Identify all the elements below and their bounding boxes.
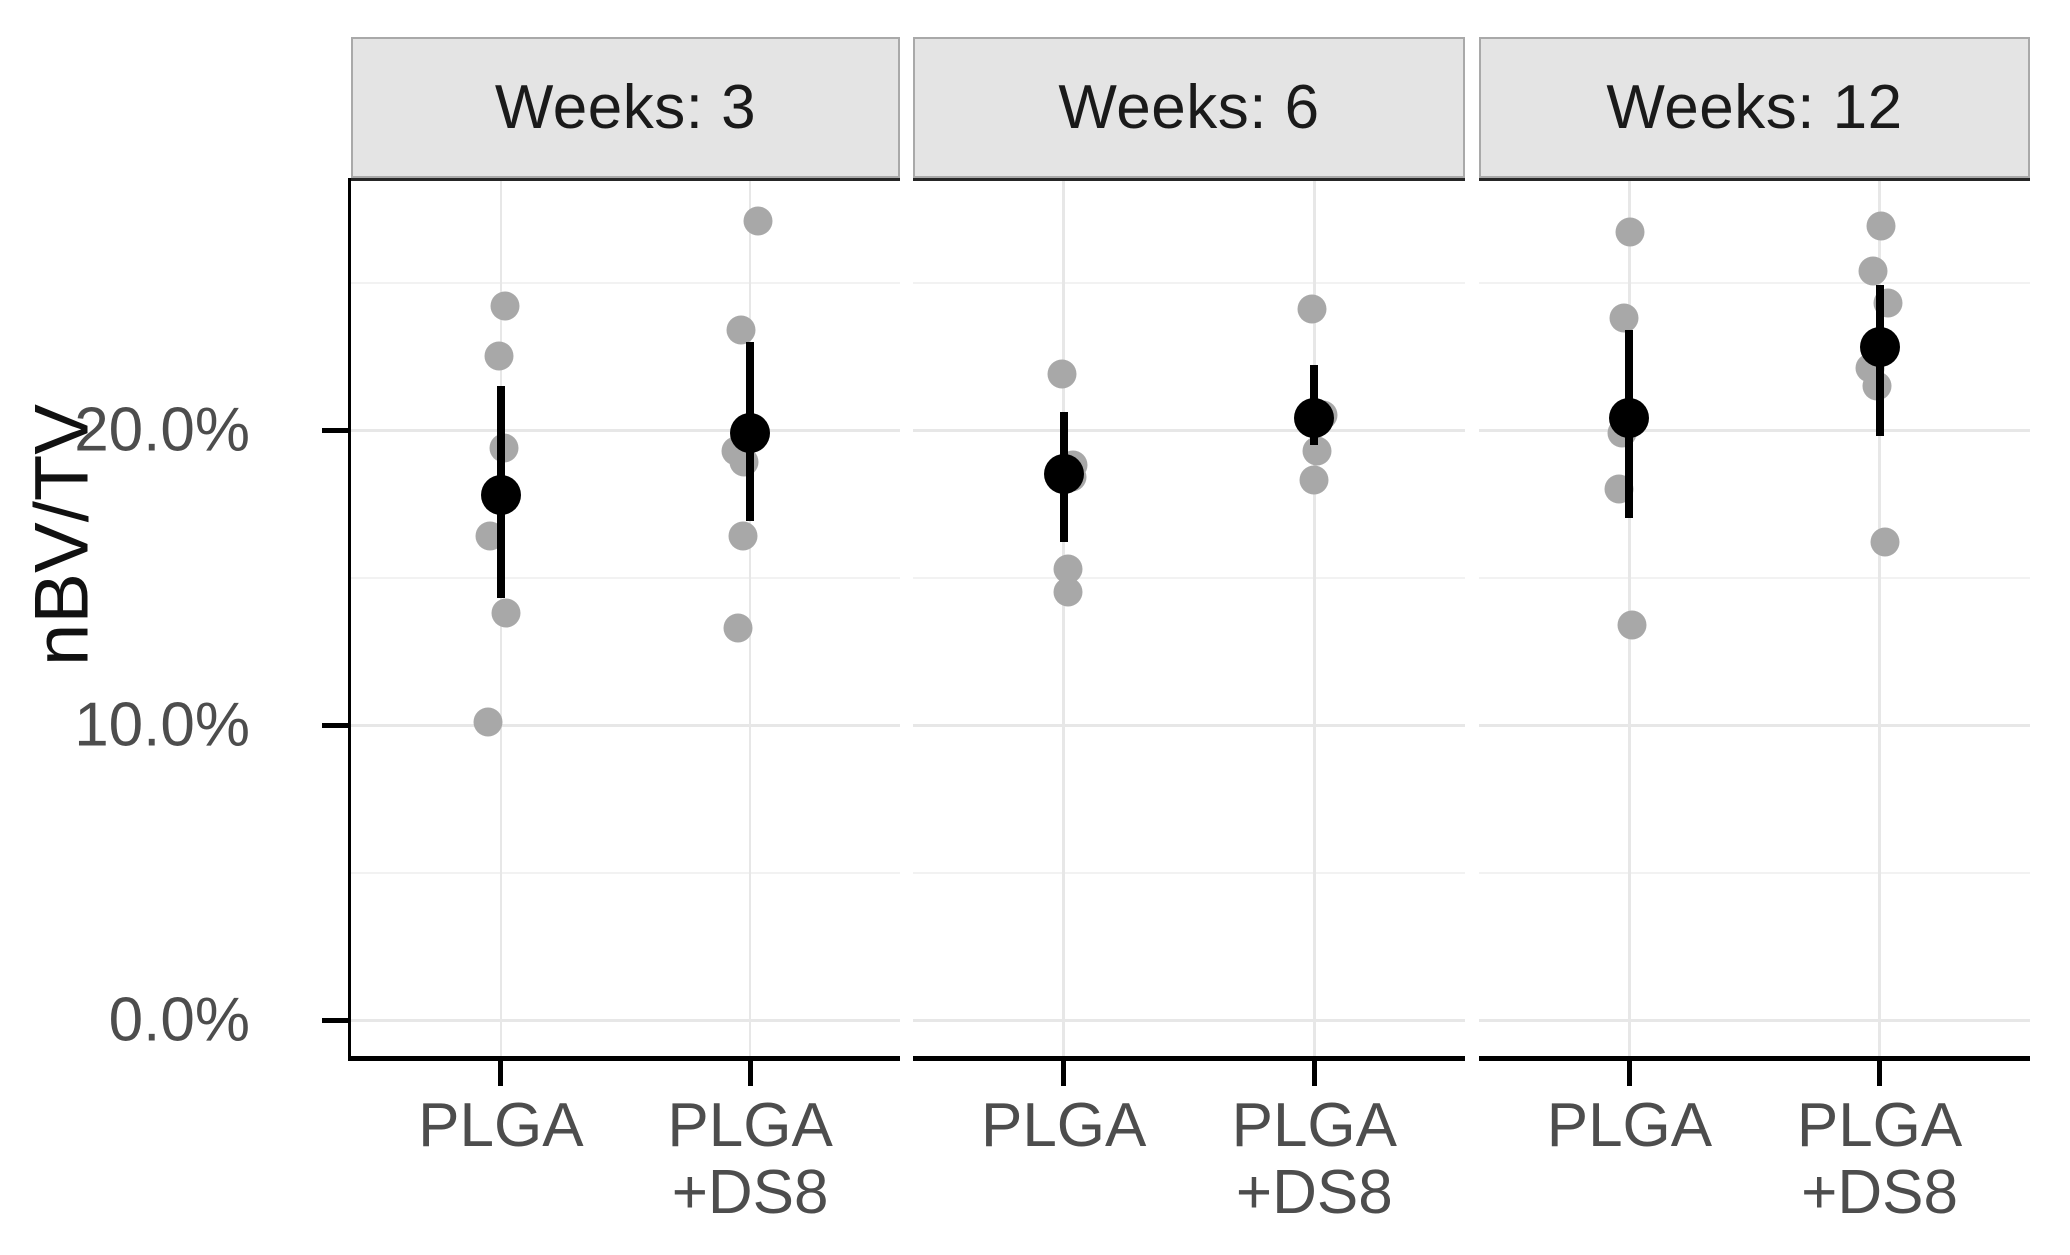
facet-strip-label: Weeks: 12 xyxy=(1606,73,1903,142)
x-tick-mark xyxy=(747,1061,753,1086)
gridline-major-horizontal xyxy=(1479,428,2030,432)
gridline-major-horizontal xyxy=(1479,1018,2030,1022)
jitter-point xyxy=(726,315,756,345)
panel xyxy=(1479,178,2030,1056)
jitter-point xyxy=(723,613,753,643)
jitter-point xyxy=(743,206,773,236)
jitter-point xyxy=(484,341,514,371)
gridline-minor-horizontal xyxy=(913,576,1465,579)
gridline-major-horizontal xyxy=(1479,723,2030,727)
x-category-label-plga: PLGA xyxy=(980,1091,1147,1160)
x-axis-line xyxy=(913,1056,1465,1061)
x-category-label-plga-ds8: PLGA +DS8 xyxy=(667,1091,833,1227)
facet-strip: Weeks: 6 xyxy=(913,37,1465,178)
mean-point xyxy=(1609,398,1650,439)
gridline-minor-horizontal xyxy=(913,871,1465,874)
panel-top-border xyxy=(351,178,900,181)
y-tick-label: 20.0% xyxy=(74,395,250,465)
gridline-major-horizontal xyxy=(351,428,900,432)
gridline-minor-horizontal xyxy=(351,871,900,874)
y-tick-label: 10.0% xyxy=(74,690,250,760)
gridline-major-vertical xyxy=(1878,178,1881,1056)
gridline-major-vertical xyxy=(1062,178,1065,1056)
facet-strip-label: Weeks: 3 xyxy=(494,73,757,142)
facet-strip: Weeks: 12 xyxy=(1479,37,2030,178)
gridline-major-horizontal xyxy=(913,428,1465,432)
gridline-major-horizontal xyxy=(913,723,1465,727)
x-category-label-plga: PLGA xyxy=(1546,1091,1713,1160)
facet-strip: Weeks: 3 xyxy=(351,37,900,178)
jitter-point xyxy=(490,291,520,321)
x-category-label-plga: PLGA xyxy=(418,1091,584,1160)
gridline-minor-horizontal xyxy=(351,576,900,579)
x-axis-line xyxy=(348,1056,900,1061)
jitter-point xyxy=(1866,211,1896,241)
gridline-minor-horizontal xyxy=(1479,576,2030,579)
x-tick-mark xyxy=(498,1061,504,1086)
x-category-label-plga-ds8: PLGA +DS8 xyxy=(1796,1091,1963,1227)
mean-point xyxy=(1859,327,1900,368)
gridline-minor-horizontal xyxy=(1479,871,2030,874)
facet-strip-label: Weeks: 6 xyxy=(1058,73,1320,142)
y-tick-mark xyxy=(322,1017,348,1023)
y-tick-label: 0.0% xyxy=(108,985,250,1055)
gridline-major-vertical xyxy=(748,178,752,1056)
mean-point xyxy=(480,474,521,515)
jitter-point xyxy=(491,598,521,628)
jitter-point xyxy=(1053,577,1083,607)
y-axis-line xyxy=(348,178,353,1061)
jitter-point xyxy=(473,707,503,737)
gridline-minor-horizontal xyxy=(351,281,900,284)
jitter-point xyxy=(1615,217,1645,247)
jitter-point xyxy=(1297,294,1327,324)
gridline-minor-horizontal xyxy=(1479,281,2030,284)
x-tick-mark xyxy=(1877,1061,1883,1086)
x-tick-mark xyxy=(1061,1061,1067,1086)
jitter-point xyxy=(1858,256,1888,286)
x-tick-mark xyxy=(1626,1061,1632,1086)
jitter-point xyxy=(1870,527,1900,557)
panel xyxy=(351,178,900,1056)
gridline-major-horizontal xyxy=(351,1018,900,1022)
y-tick-mark xyxy=(322,427,348,433)
x-category-label-plga-ds8: PLGA +DS8 xyxy=(1231,1091,1398,1227)
jitter-point xyxy=(728,521,758,551)
gridline-minor-horizontal xyxy=(913,281,1465,284)
jitter-point xyxy=(1047,359,1077,389)
gridline-major-horizontal xyxy=(351,723,900,727)
gridline-major-vertical xyxy=(1313,178,1316,1056)
mean-point xyxy=(1043,454,1084,495)
x-axis-line xyxy=(1479,1056,2030,1061)
panel xyxy=(913,178,1465,1056)
panel-top-border xyxy=(1479,178,2030,181)
mean-point xyxy=(730,412,771,453)
y-tick-mark xyxy=(322,722,348,728)
jitter-point xyxy=(1609,303,1639,333)
x-tick-mark xyxy=(1311,1061,1317,1086)
mean-point xyxy=(1294,398,1335,439)
jitter-point xyxy=(1299,465,1329,495)
jitter-point xyxy=(1617,610,1647,640)
panel-top-border xyxy=(913,178,1465,181)
gridline-major-horizontal xyxy=(913,1018,1465,1022)
